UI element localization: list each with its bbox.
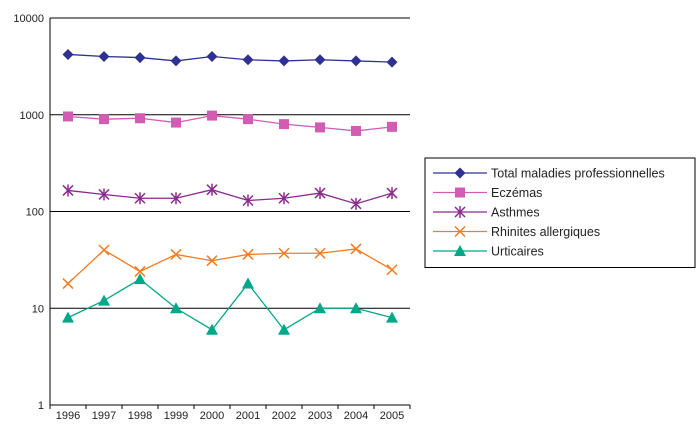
data-point-marker [386,311,398,323]
data-point-marker [207,110,217,121]
y-tick-label: 10000 [13,13,44,25]
data-point-marker [135,113,145,124]
data-point-marker [242,194,254,207]
data-point-marker [98,51,110,63]
data-point-marker [350,197,362,210]
data-point-marker [170,55,182,67]
data-point-marker [134,192,146,205]
data-point-marker [350,55,362,67]
data-point-marker [62,278,74,290]
data-point-marker [170,302,182,314]
data-point-marker [62,311,74,323]
data-point-marker [314,54,326,66]
y-tick-label: 1 [38,400,44,412]
data-point-marker [314,302,326,314]
series-line [67,189,393,205]
legend-marker [454,206,466,218]
legend-label: Urticaires [491,245,544,259]
data-point-marker [206,255,218,267]
data-point-marker [98,244,110,256]
x-tick-label: 2004 [344,410,368,422]
axes-layer [49,18,411,409]
data-point-marker [351,125,361,136]
data-point-marker [314,247,326,259]
legend-label: Asthmes [491,206,540,220]
series-line [67,248,393,285]
data-point-marker [134,273,146,285]
data-point-marker [350,302,362,314]
y-tick-label: 10 [32,303,44,315]
x-tick-label: 2000 [200,410,224,422]
data-point-marker [386,264,398,276]
data-point-marker [278,55,290,67]
y-tick-label: 1000 [20,110,44,122]
data-point-marker [62,184,74,197]
x-tick-label: 2002 [272,410,296,422]
legend-marker [454,167,466,179]
legend: Total maladies professionnelles Eczémas As… [424,157,696,268]
series-line [67,114,393,132]
series-4 [62,273,398,335]
data-point-marker [387,121,397,132]
data-point-marker [278,247,290,259]
series-line [67,278,393,331]
data-point-marker [242,54,254,66]
data-point-marker [206,183,218,196]
data-point-marker [242,277,254,289]
x-tick-label: 1996 [56,410,80,422]
legend-label: Total maladies professionnelles [491,167,665,181]
legend-label: Eczémas [491,186,542,200]
data-point-marker [386,187,398,200]
data-point-marker [171,117,181,128]
legend-item: Total maladies professionnelles [433,167,665,181]
y-tick-label: 100 [26,207,44,219]
series-layer [62,48,398,335]
data-point-marker [98,294,110,306]
legend-label: Rhinites allergiques [491,225,600,239]
data-point-marker [242,248,254,260]
data-point-marker [134,52,146,64]
legend-box [424,157,696,268]
legend-item: Urticaires [433,245,544,259]
series-3 [62,243,398,290]
data-point-marker [62,48,74,60]
legend-item: Asthmes [433,206,540,220]
legend-marker [454,245,466,256]
data-point-marker [350,243,362,255]
data-point-marker [134,265,146,277]
data-point-marker [98,188,110,201]
x-tick-label: 1997 [92,410,116,422]
x-tick-label: 2005 [380,410,404,422]
legend-item: Eczémas [433,186,542,200]
x-tick-label: 2001 [236,410,260,422]
data-point-marker [278,192,290,205]
data-point-marker [386,56,398,68]
series-0 [62,48,398,68]
data-point-marker [170,248,182,260]
legend-marker [455,187,465,198]
data-point-marker [279,119,289,130]
data-point-marker [278,323,290,335]
legend-marker [454,225,466,238]
series-1 [63,110,397,136]
legend-item: Rhinites allergiques [433,225,600,239]
data-point-marker [315,122,325,133]
x-tick-label: 2003 [308,410,332,422]
series-2 [62,183,398,210]
data-point-marker [206,51,218,63]
data-point-marker [206,323,218,335]
data-point-marker [243,114,253,125]
series-line [67,53,393,63]
tick-labels-layer: 1 10 100 1000 10000 1996 1997 1998 1999 2000 2001 2… [13,13,404,422]
data-point-marker [99,114,109,125]
data-point-marker [314,187,326,200]
x-tick-label: 1998 [128,410,152,422]
data-point-marker [63,111,73,122]
data-point-marker [170,192,182,205]
x-tick-label: 1999 [164,410,188,422]
